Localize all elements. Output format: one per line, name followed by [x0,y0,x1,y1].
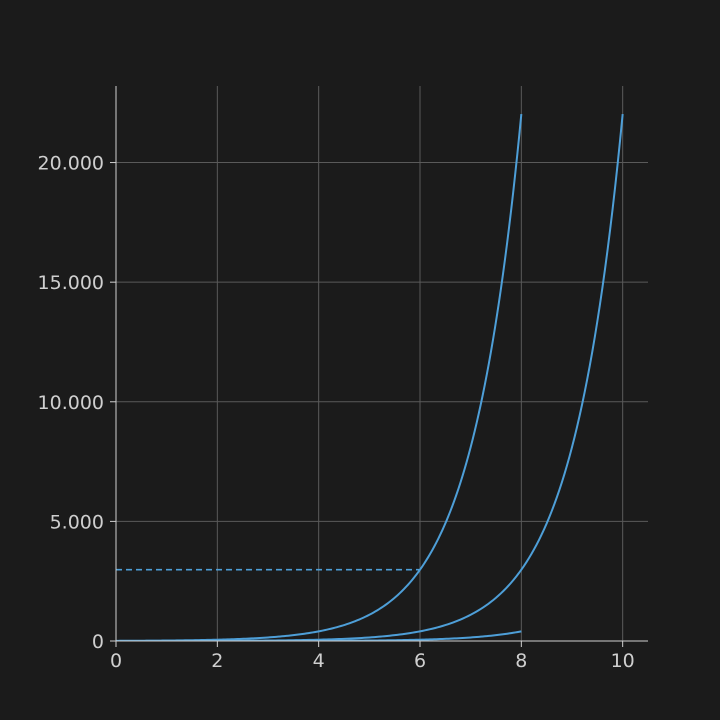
grid [116,86,648,641]
x-tick-label: 8 [515,650,527,672]
y-tick-label: 5.000 [50,511,104,533]
y-tick-label: 10.000 [38,392,104,414]
x-tick-label: 2 [211,650,223,672]
tick-labels: 0 2 4 6 8 10 0 5.000 10.000 15.000 20.000 [38,153,635,672]
axes [110,86,648,647]
series-line-3 [116,113,523,641]
y-tick-label: 15.000 [38,272,104,294]
x-tick-label: 6 [414,650,426,672]
x-tick-label: 10 [611,650,635,672]
y-tick-label: 20.000 [38,153,104,175]
x-tick-label: 0 [110,650,122,672]
series-line-2 [116,113,624,641]
series-group [116,113,624,641]
y-tick-label: 0 [92,631,104,653]
x-tick-label: 4 [313,650,325,672]
